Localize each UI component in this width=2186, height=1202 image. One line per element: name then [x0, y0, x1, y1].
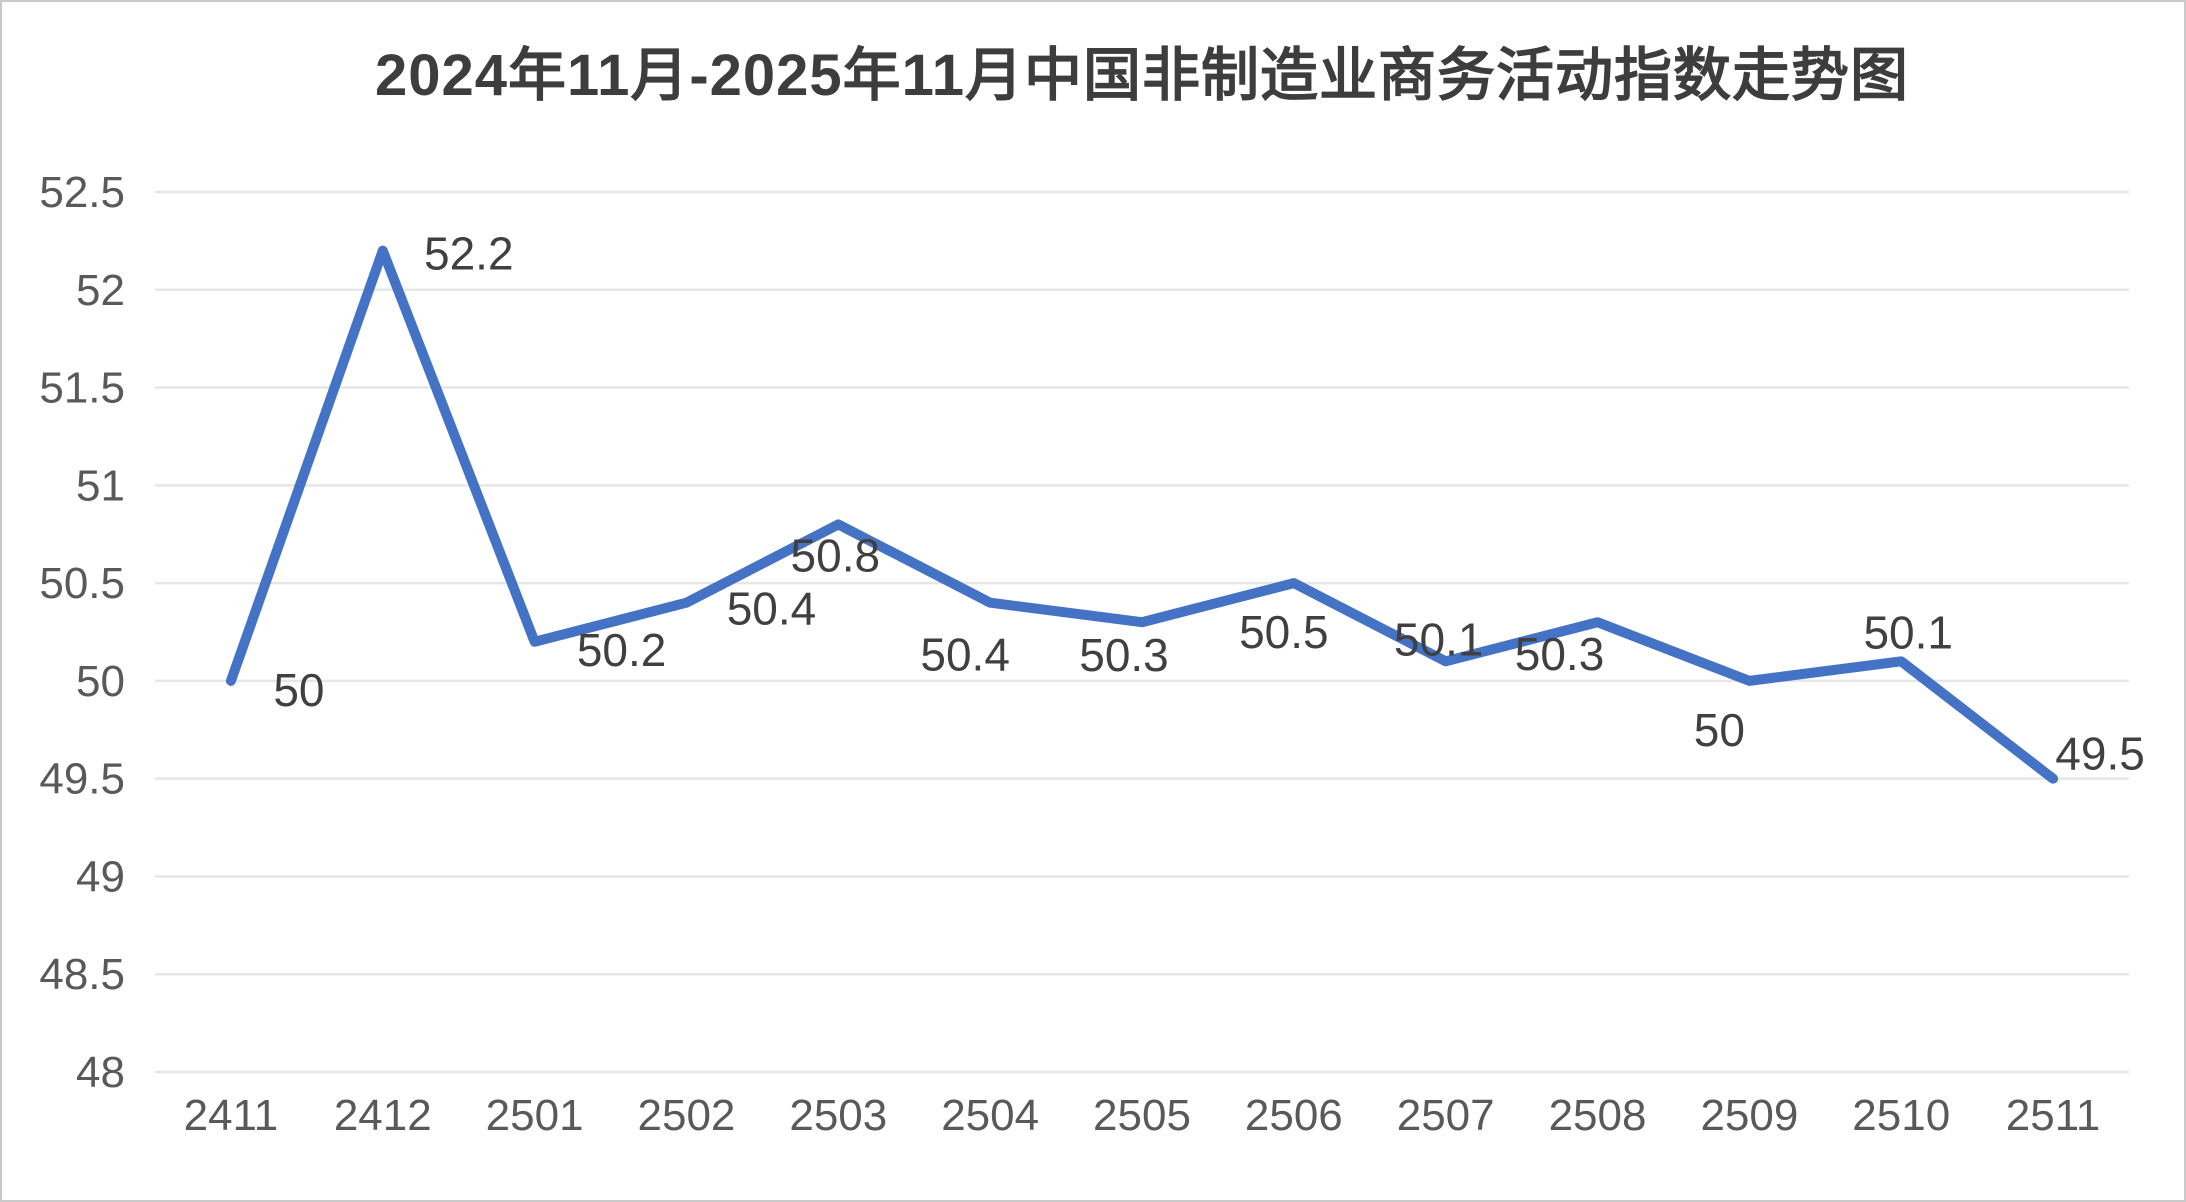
y-axis-tick-label: 50	[76, 657, 125, 706]
x-axis-tick-label: 2507	[1397, 1091, 1495, 1140]
x-axis-tick-label: 2508	[1549, 1091, 1647, 1140]
x-axis-tick-label: 2510	[1852, 1091, 1950, 1140]
data-point-label: 50	[273, 664, 324, 716]
data-point-label: 50.4	[920, 629, 1010, 681]
data-point-label: 50.1	[1394, 613, 1484, 665]
x-axis-tick-label: 2412	[334, 1091, 432, 1140]
data-point-label: 49.5	[2055, 728, 2145, 780]
data-point-label: 50.4	[727, 583, 817, 635]
y-axis-tick-label: 49.5	[39, 755, 125, 804]
data-point-label: 50	[1694, 704, 1745, 756]
y-axis-tick-label: 48.5	[39, 950, 125, 999]
y-axis-tick-label: 52.5	[39, 168, 125, 217]
y-axis-tick-label: 49	[76, 852, 125, 901]
data-point-label: 52.2	[424, 228, 514, 280]
x-axis-tick-label: 2411	[184, 1091, 279, 1140]
y-axis-tick-label: 51.5	[39, 364, 125, 413]
y-axis-tick-label: 52	[76, 266, 125, 315]
x-axis-tick-label: 2511	[2006, 1091, 2101, 1140]
data-point-label: 50.2	[577, 624, 667, 676]
y-axis-tick-label: 50.5	[39, 559, 125, 608]
data-point-label: 50.8	[791, 529, 881, 581]
x-axis-tick-label: 2505	[1093, 1091, 1191, 1140]
chart-title: 2024年11月-2025年11月中国非制造业商务活动指数走势图	[375, 43, 1909, 108]
y-axis-tick-label: 51	[76, 461, 125, 510]
y-axis-tick-label: 48	[76, 1048, 125, 1097]
x-axis-tick-label: 2503	[789, 1091, 887, 1140]
series-line	[225, 245, 2059, 784]
x-axis-tick-label: 2501	[486, 1091, 584, 1140]
x-axis-tick-label: 2506	[1245, 1091, 1343, 1140]
data-point-label: 50.1	[1863, 606, 1953, 658]
x-axis-tick-label: 2509	[1700, 1091, 1798, 1140]
data-point-label: 50.5	[1239, 606, 1329, 658]
x-axis-tick-label: 2502	[638, 1091, 736, 1140]
data-point-label: 50.3	[1515, 628, 1605, 680]
data-point-label: 50.3	[1079, 629, 1169, 681]
x-axis-tick-label: 2504	[941, 1091, 1039, 1140]
